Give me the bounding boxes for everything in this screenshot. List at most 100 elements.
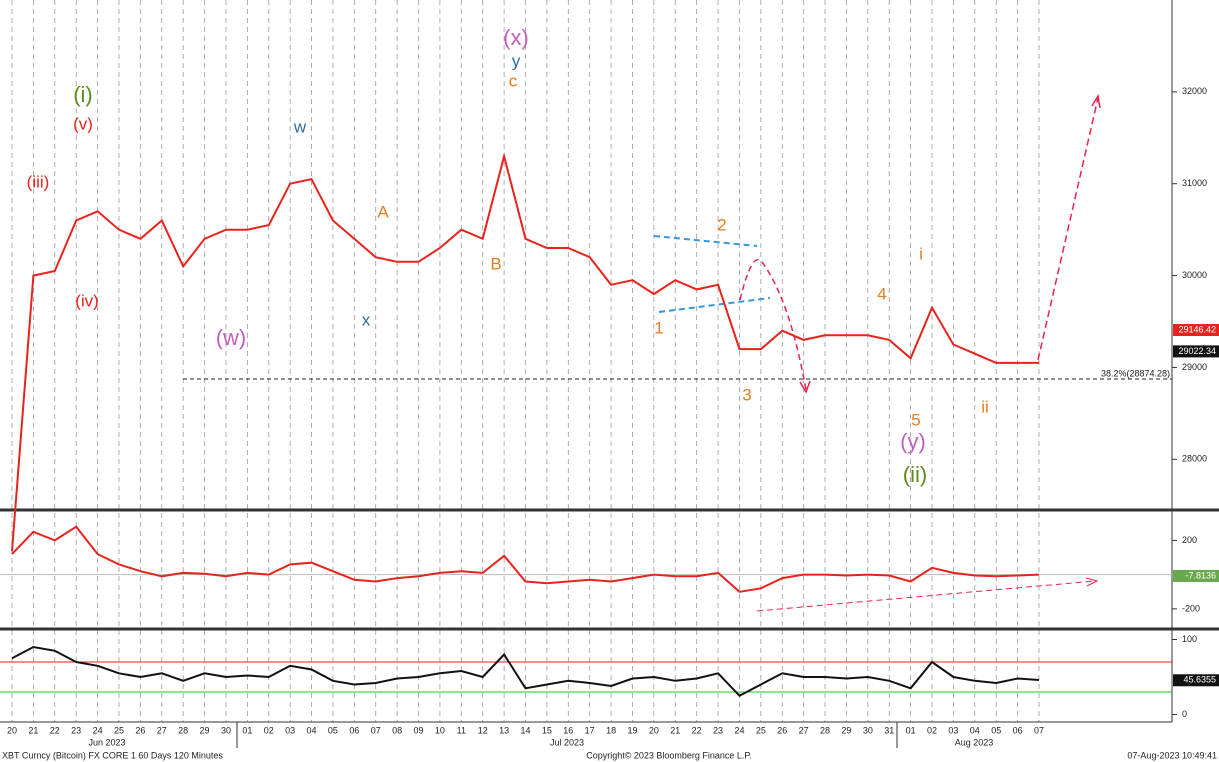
x-tick-label: 22 bbox=[50, 725, 60, 735]
wave-label: 1 bbox=[654, 318, 663, 337]
x-tick-label: 26 bbox=[777, 725, 787, 735]
x-tick-label: 02 bbox=[927, 725, 937, 735]
wave-label: (iii) bbox=[27, 172, 50, 191]
x-tick-label: 05 bbox=[328, 725, 338, 735]
footer-right: 07-Aug-2023 10:49:41 bbox=[1127, 750, 1217, 760]
x-tick-label: 23 bbox=[713, 725, 723, 735]
x-tick-label: 03 bbox=[285, 725, 295, 735]
x-tick-label: 01 bbox=[906, 725, 916, 735]
wave-label: (y) bbox=[900, 429, 926, 454]
x-tick-label: 21 bbox=[28, 725, 38, 735]
last-value-box bbox=[1173, 345, 1219, 358]
last-value-box bbox=[1173, 674, 1219, 687]
x-tick-label: 18 bbox=[606, 725, 616, 735]
last-value-label: 29146.42 bbox=[1178, 324, 1216, 334]
fib-label: 38.2%(28874.28) bbox=[1101, 368, 1170, 378]
x-tick-label: 29 bbox=[200, 725, 210, 735]
wave-label: 3 bbox=[742, 385, 751, 404]
series-line bbox=[11, 152, 1039, 552]
x-tick-label: 28 bbox=[178, 725, 188, 735]
x-tick-label: 24 bbox=[93, 725, 103, 735]
x-tick-label: 04 bbox=[307, 725, 317, 735]
x-tick-label: 11 bbox=[457, 725, 466, 735]
trend-line bbox=[658, 297, 771, 313]
footer-left: XBT Curncy (Bitcoin) FX CORE 1 60 Days 1… bbox=[2, 750, 223, 760]
wave-label: ii bbox=[981, 397, 989, 416]
x-tick-label: 06 bbox=[1013, 725, 1023, 735]
x-tick-label: 20 bbox=[7, 725, 17, 735]
last-value-label: 29022.34 bbox=[1178, 346, 1216, 356]
x-tick-label: 20 bbox=[649, 725, 659, 735]
x-tick-label: 06 bbox=[349, 725, 359, 735]
x-tick-label: 14 bbox=[520, 725, 530, 735]
wave-label: w bbox=[293, 117, 307, 136]
wave-label: (w) bbox=[216, 325, 247, 350]
x-tick-label: 08 bbox=[392, 725, 402, 735]
wave-label: y bbox=[512, 51, 521, 70]
x-tick-label: 15 bbox=[542, 725, 552, 735]
y-tick-label: 32000 bbox=[1182, 86, 1207, 96]
y-tick-label: 28000 bbox=[1182, 454, 1207, 464]
wave-label: c bbox=[509, 71, 518, 90]
x-tick-label: 25 bbox=[114, 725, 124, 735]
y-tick-label: -200 bbox=[1182, 603, 1200, 613]
wave-label: (x) bbox=[503, 25, 529, 50]
projection bbox=[756, 580, 1096, 612]
y-tick-label: 200 bbox=[1182, 535, 1197, 545]
arrow-head bbox=[799, 380, 811, 394]
x-tick-label: 07 bbox=[371, 725, 381, 735]
wave-label: 4 bbox=[877, 284, 886, 303]
grid bbox=[11, 0, 1040, 722]
y-tick-label: 0 bbox=[1182, 709, 1187, 719]
x-tick-label: 01 bbox=[242, 725, 252, 735]
wave-label: x bbox=[362, 310, 371, 329]
wave-label: 5 bbox=[911, 410, 920, 429]
x-tick-label: 19 bbox=[627, 725, 637, 735]
x-tick-label: 29 bbox=[841, 725, 851, 735]
last-value-box bbox=[1173, 569, 1219, 582]
x-tick-label: 02 bbox=[264, 725, 274, 735]
wave-label: B bbox=[490, 254, 501, 273]
wave-label: (iv) bbox=[75, 291, 99, 310]
month-label: Aug 2023 bbox=[955, 737, 994, 747]
series-line bbox=[11, 645, 1040, 698]
arrow-head bbox=[1091, 93, 1101, 109]
x-tick-label: 27 bbox=[799, 725, 809, 735]
x-tick-label: 28 bbox=[820, 725, 830, 735]
y-tick-label: 31000 bbox=[1182, 178, 1207, 188]
x-tick-label: 07 bbox=[1034, 725, 1044, 735]
wave-label: i bbox=[919, 244, 923, 263]
arrow-head bbox=[1085, 577, 1099, 587]
x-tick-label: 09 bbox=[414, 725, 424, 735]
y-tick-label: 29000 bbox=[1182, 362, 1207, 372]
footer-center: Copyright© 2023 Bloomberg Finance L.P. bbox=[586, 750, 752, 760]
x-tick-label: 10 bbox=[435, 725, 445, 735]
x-tick-label: 04 bbox=[970, 725, 980, 735]
month-label: Jun 2023 bbox=[88, 737, 125, 747]
x-tick-label: 27 bbox=[157, 725, 167, 735]
month-label: Jul 2023 bbox=[550, 737, 584, 747]
projection bbox=[1037, 97, 1099, 361]
y-tick-label: 100 bbox=[1182, 634, 1197, 644]
projection bbox=[739, 259, 807, 391]
x-tick-label: 31 bbox=[884, 725, 894, 735]
x-tick-label: 22 bbox=[692, 725, 702, 735]
last-value-box bbox=[1173, 323, 1219, 336]
x-tick-label: 05 bbox=[991, 725, 1001, 735]
wave-label: (i) bbox=[73, 82, 93, 107]
x-tick-label: 25 bbox=[756, 725, 766, 735]
y-tick-label: 30000 bbox=[1182, 270, 1207, 280]
x-tick-label: 30 bbox=[863, 725, 873, 735]
x-tick-label: 17 bbox=[585, 725, 595, 735]
last-value-label: -7.8136 bbox=[1185, 570, 1216, 580]
x-tick-label: 24 bbox=[734, 725, 744, 735]
x-tick-label: 26 bbox=[135, 725, 145, 735]
x-tick-label: 23 bbox=[71, 725, 81, 735]
x-tick-label: 13 bbox=[499, 725, 509, 735]
x-tick-label: 16 bbox=[563, 725, 573, 735]
wave-label: 2 bbox=[717, 215, 726, 234]
wave-label: A bbox=[377, 202, 389, 221]
wave-label: (v) bbox=[73, 114, 93, 133]
x-tick-label: 30 bbox=[221, 725, 231, 735]
